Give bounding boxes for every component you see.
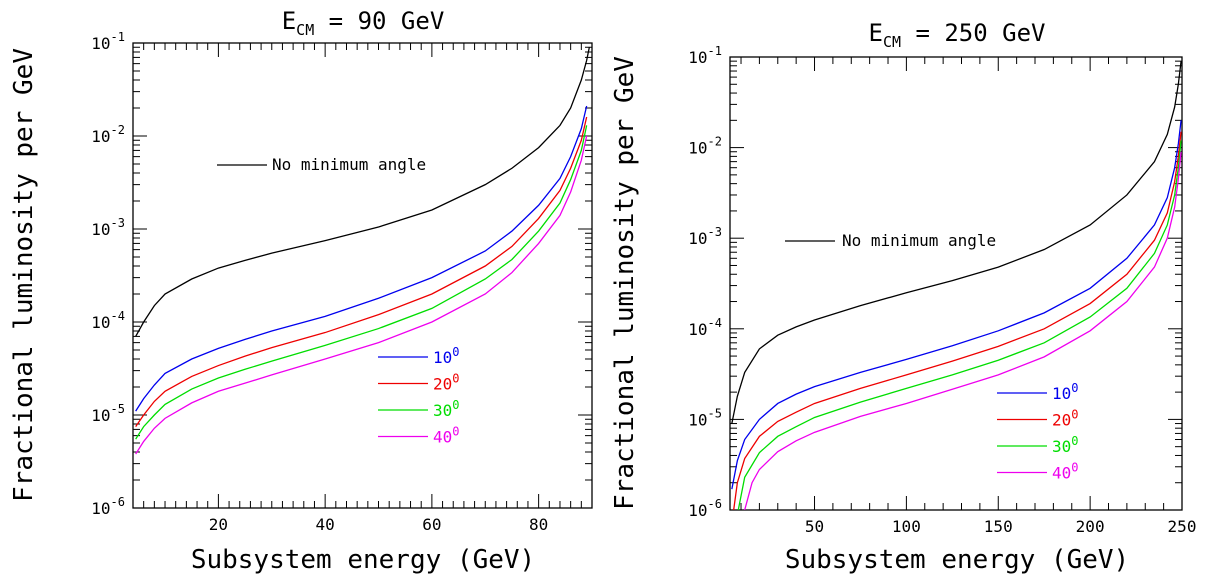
- y-tick-exponent: -2: [708, 135, 722, 149]
- series-line-1: [731, 120, 1182, 490]
- legend-label: 100: [1052, 381, 1079, 403]
- legend-label-superscript: 0: [1071, 381, 1078, 395]
- legend-label-no-min: No minimum angle: [272, 155, 426, 174]
- y-axis-label: Fractional luminosity per GeV: [9, 48, 39, 502]
- plot-frame: [132, 42, 593, 509]
- x-tick-label: 200: [1076, 517, 1105, 536]
- y-tick-label: 10-5: [91, 402, 125, 425]
- chart-title-main: E: [282, 7, 296, 35]
- legend-label-superscript: 0: [452, 398, 459, 412]
- legend-label-value: 10: [433, 348, 452, 367]
- y-tick-exponent: -4: [708, 316, 722, 330]
- y-tick-exponent: -1: [111, 30, 125, 44]
- chart-title-subscript: CM: [883, 33, 901, 51]
- chart-title: ECM = 90 GeV: [282, 7, 445, 39]
- y-tick-mantissa: 10: [688, 410, 707, 429]
- legend-label: 300: [433, 398, 460, 420]
- x-tick-label: 40: [316, 515, 335, 534]
- y-tick-exponent: -4: [111, 309, 125, 323]
- series-line-4: [744, 151, 1182, 510]
- y-tick-exponent: -6: [111, 495, 125, 509]
- x-tick-label: 150: [984, 517, 1013, 536]
- y-tick-label: 10-2: [91, 123, 125, 146]
- y-tick-mantissa: 10: [91, 499, 110, 518]
- legend-label-value: 10: [1052, 384, 1071, 403]
- legend-label: 200: [1052, 408, 1079, 430]
- y-tick-mantissa: 10: [91, 34, 110, 53]
- series-line-3: [737, 140, 1182, 510]
- series-line-3: [135, 125, 588, 440]
- y-tick-label: 10-2: [688, 135, 722, 158]
- legend-label-value: 20: [433, 375, 452, 394]
- legend-label-superscript: 0: [1071, 408, 1078, 422]
- y-tick-mantissa: 10: [91, 406, 110, 425]
- legend-label-value: 40: [433, 428, 452, 447]
- chart-title-subscript: CM: [296, 21, 314, 39]
- y-tick-mantissa: 10: [688, 139, 707, 158]
- legend-label: 300: [1052, 434, 1079, 456]
- chart-panel-1: ECM = 90 GeV Subsystem energy (GeV) Fracti…: [9, 7, 593, 575]
- y-tick-exponent: -2: [111, 123, 125, 137]
- legend-label-superscript: 0: [452, 425, 459, 439]
- legend-label-value: 40: [1052, 464, 1071, 483]
- legend-label-superscript: 0: [1071, 461, 1078, 475]
- series-line-0: [731, 61, 1182, 424]
- plot-frame: [729, 56, 1183, 511]
- y-tick-exponent: -3: [708, 225, 722, 239]
- y-tick-exponent: -5: [111, 402, 125, 416]
- y-tick-mantissa: 10: [91, 313, 110, 332]
- y-tick-mantissa: 10: [91, 220, 110, 239]
- chart-title: ECM = 250 GeV: [868, 19, 1045, 51]
- y-tick-label: 10-6: [688, 497, 722, 520]
- series-line-2: [733, 131, 1182, 510]
- legend-label-superscript: 0: [452, 345, 459, 359]
- legend-label: 200: [433, 372, 460, 394]
- y-tick-label: 10-3: [91, 216, 125, 239]
- y-tick-mantissa: 10: [688, 501, 707, 520]
- x-tick-label: 50: [805, 517, 824, 536]
- y-tick-label: 10-4: [688, 316, 722, 339]
- chart-title-rest: = 250 GeV: [901, 19, 1046, 47]
- series-line-1: [135, 105, 588, 412]
- legend-label: 100: [433, 345, 460, 367]
- x-tick-label: 80: [529, 515, 548, 534]
- chart-title-rest: = 90 GeV: [314, 7, 444, 35]
- legend-label-value: 30: [1052, 437, 1071, 456]
- y-tick-exponent: -5: [708, 406, 722, 420]
- y-tick-mantissa: 10: [688, 229, 707, 248]
- y-tick-mantissa: 10: [688, 48, 707, 67]
- y-tick-label: 10-6: [91, 495, 125, 518]
- legend-label-value: 30: [433, 401, 452, 420]
- y-tick-mantissa: 10: [91, 127, 110, 146]
- x-tick-label: 20: [209, 515, 228, 534]
- legend-label-superscript: 0: [452, 372, 459, 386]
- legend-label-superscript: 0: [1071, 434, 1078, 448]
- y-tick-exponent: -1: [708, 44, 722, 58]
- legend-label: 400: [1052, 461, 1079, 483]
- y-tick-exponent: -3: [111, 216, 125, 230]
- y-axis-label: Fractional luminosity per GeV: [610, 56, 640, 510]
- x-tick-label: 100: [892, 517, 921, 536]
- series-line-2: [135, 116, 588, 427]
- y-tick-label: 10-4: [91, 309, 125, 332]
- chart-title-main: E: [868, 19, 882, 47]
- legend-label-value: 20: [1052, 411, 1071, 430]
- y-tick-mantissa: 10: [688, 320, 707, 339]
- y-tick-label: 10-1: [91, 30, 125, 53]
- legend-label-no-min: No minimum angle: [842, 231, 996, 250]
- x-tick-label: 250: [1168, 517, 1197, 536]
- y-tick-label: 10-5: [688, 406, 722, 429]
- chart-panel-2: ECM = 250 GeV Subsystem energy (GeV) Fract…: [610, 19, 1196, 575]
- series-line-4: [135, 135, 588, 455]
- y-tick-exponent: -6: [708, 497, 722, 511]
- x-axis-label: Subsystem energy (GeV): [191, 545, 535, 575]
- series-line-0: [135, 47, 590, 337]
- legend-label: 400: [433, 425, 460, 447]
- x-axis-label: Subsystem energy (GeV): [785, 545, 1129, 575]
- y-tick-label: 10-3: [688, 225, 722, 248]
- y-tick-label: 10-1: [688, 44, 722, 67]
- x-tick-label: 60: [422, 515, 441, 534]
